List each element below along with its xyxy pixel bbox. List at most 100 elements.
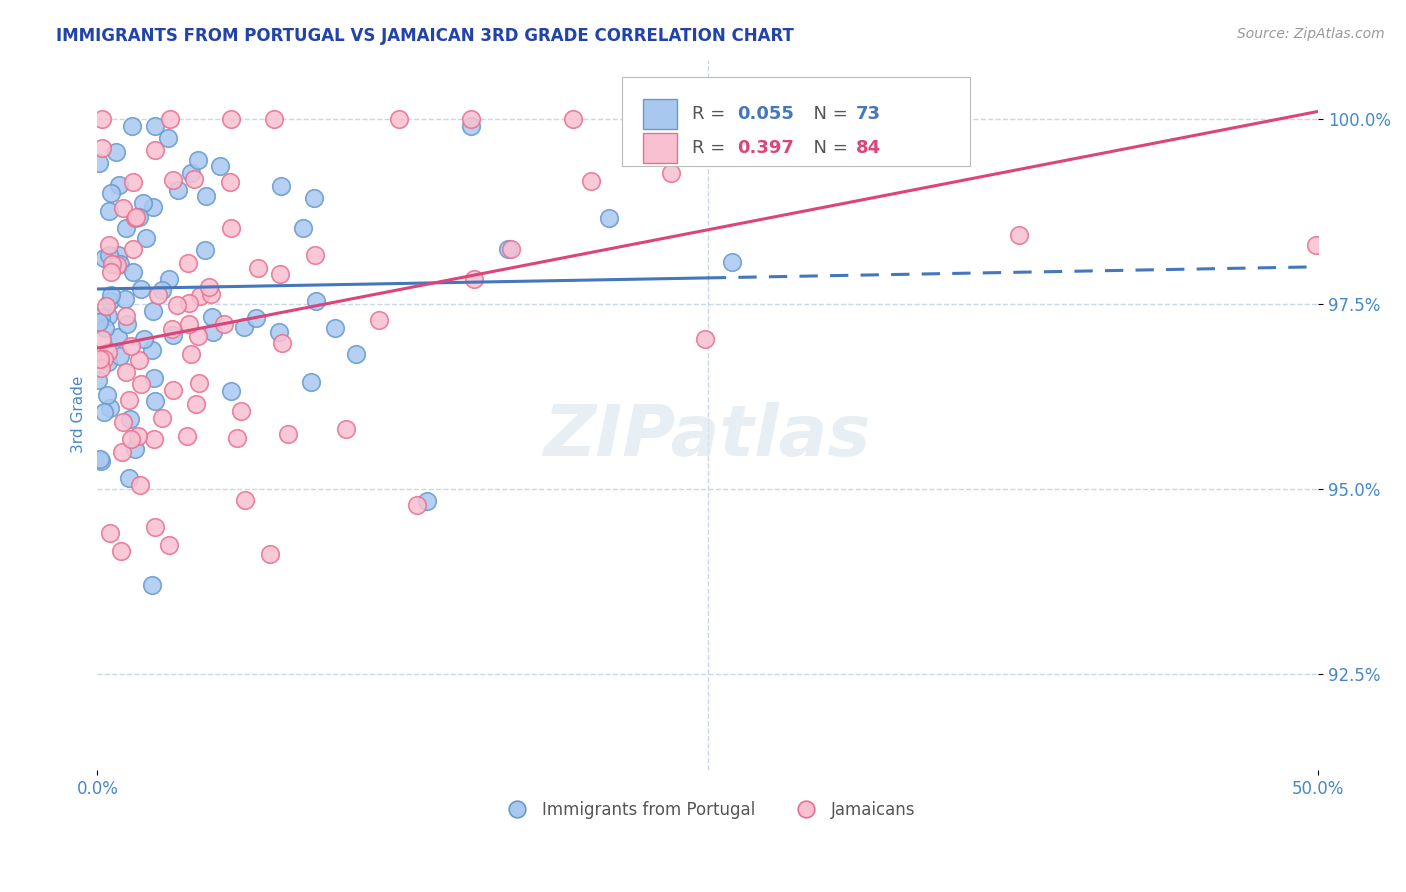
Point: [460, 112, 482, 126]
Point: [124, 442, 146, 456]
Point: [101, 253, 124, 268]
Point: [118, 470, 141, 484]
Point: [110, 445, 132, 459]
Point: [183, 172, 205, 186]
Point: [89, 452, 111, 467]
Point: [118, 412, 141, 426]
Point: [198, 280, 221, 294]
Point: [160, 322, 183, 336]
Point: [187, 153, 209, 168]
Point: [416, 494, 439, 508]
Point: [120, 339, 142, 353]
Point: [180, 166, 202, 180]
Point: [89, 315, 111, 329]
Text: ZIPatlas: ZIPatlas: [544, 401, 872, 471]
Point: [292, 220, 315, 235]
Point: [97, 355, 120, 369]
Point: [180, 346, 202, 360]
Point: [108, 257, 131, 271]
Point: [124, 211, 146, 225]
Point: [231, 404, 253, 418]
Point: [188, 376, 211, 390]
Point: [270, 335, 292, 350]
Point: [98, 525, 121, 540]
FancyBboxPatch shape: [643, 133, 678, 162]
Point: [112, 415, 135, 429]
Point: [460, 119, 482, 133]
Point: [132, 196, 155, 211]
Point: [98, 294, 121, 309]
Point: [143, 393, 166, 408]
Point: [94, 320, 117, 334]
Point: [121, 242, 143, 256]
Point: [304, 247, 326, 261]
Legend: Immigrants from Portugal, Jamaicans: Immigrants from Portugal, Jamaicans: [494, 794, 922, 826]
Point: [124, 211, 146, 225]
Text: 0.397: 0.397: [737, 138, 794, 157]
Point: [150, 283, 173, 297]
Point: [219, 221, 242, 235]
Point: [93, 405, 115, 419]
Text: R =: R =: [692, 138, 731, 157]
Point: [344, 346, 367, 360]
Point: [335, 422, 357, 436]
Point: [813, 112, 835, 126]
Point: [97, 248, 120, 262]
Point: [219, 112, 242, 126]
Point: [131, 282, 153, 296]
Point: [128, 210, 150, 224]
Point: [121, 119, 143, 133]
Point: [162, 328, 184, 343]
Point: [97, 203, 120, 218]
Point: [267, 325, 290, 339]
Point: [143, 371, 166, 385]
Point: [98, 401, 121, 415]
Point: [405, 498, 427, 512]
Point: [104, 145, 127, 159]
Point: [107, 258, 129, 272]
Point: [772, 112, 794, 126]
Point: [195, 188, 218, 202]
Point: [100, 257, 122, 271]
Point: [108, 349, 131, 363]
Point: [598, 211, 620, 225]
Point: [115, 366, 138, 380]
Point: [114, 292, 136, 306]
Point: [157, 538, 180, 552]
Point: [143, 433, 166, 447]
Point: [93, 252, 115, 266]
Point: [97, 345, 120, 359]
Text: N =: N =: [801, 138, 853, 157]
Point: [141, 343, 163, 357]
Point: [162, 383, 184, 397]
Point: [179, 296, 201, 310]
Point: [108, 178, 131, 192]
Point: [636, 114, 658, 128]
Point: [323, 321, 346, 335]
Point: [121, 265, 143, 279]
Point: [201, 310, 224, 324]
Point: [100, 264, 122, 278]
Point: [388, 112, 411, 126]
Point: [233, 492, 256, 507]
Point: [159, 271, 181, 285]
Text: IMMIGRANTS FROM PORTUGAL VS JAMAICAN 3RD GRADE CORRELATION CHART: IMMIGRANTS FROM PORTUGAL VS JAMAICAN 3RD…: [56, 27, 794, 45]
Point: [115, 310, 138, 324]
Point: [98, 238, 121, 252]
Point: [270, 178, 292, 193]
Point: [97, 309, 120, 323]
Point: [132, 332, 155, 346]
Text: 73: 73: [855, 105, 880, 123]
Point: [143, 520, 166, 534]
Point: [1008, 228, 1031, 243]
Point: [246, 261, 269, 276]
Point: [200, 287, 222, 301]
Point: [107, 330, 129, 344]
Point: [143, 119, 166, 133]
Point: [162, 172, 184, 186]
Point: [148, 287, 170, 301]
Point: [219, 175, 242, 189]
Point: [659, 165, 682, 179]
Point: [184, 397, 207, 411]
Point: [110, 544, 132, 558]
